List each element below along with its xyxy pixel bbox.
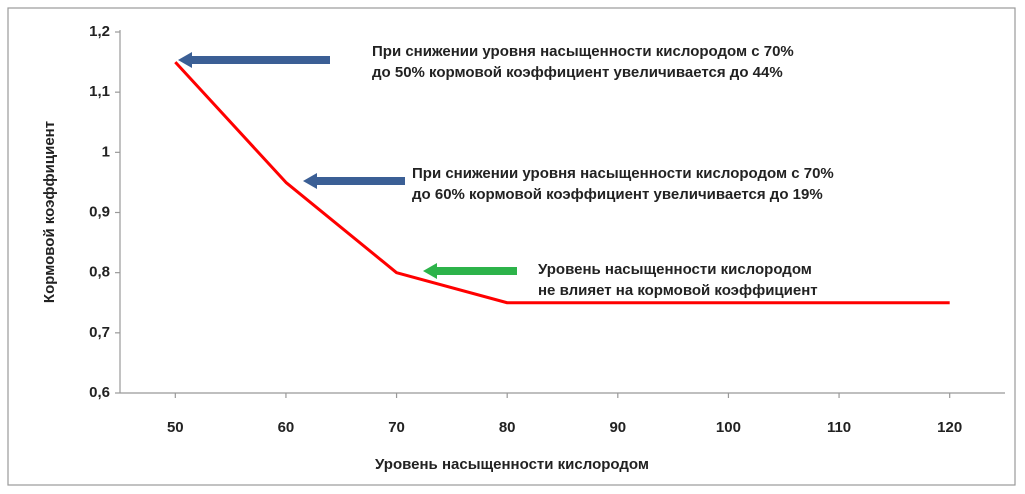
annotation-arrow-head — [423, 263, 437, 279]
x-tick-label: 110 — [827, 419, 851, 436]
y-tick-label: 1 — [102, 143, 110, 160]
annotation-text: При снижении уровня насыщенности кислоро… — [412, 165, 834, 182]
x-tick-label: 120 — [937, 419, 962, 436]
x-tick-label: 70 — [388, 419, 405, 436]
annotation-text: до 60% кормовой коэффициент увеличиваетс… — [412, 186, 823, 203]
annotation-arrow-head — [303, 173, 317, 189]
y-tick-label: 1,2 — [89, 23, 110, 40]
annotation-text: не влияет на кормовой коэффициент — [538, 282, 818, 299]
x-tick-label: 80 — [499, 419, 516, 436]
annotation-arrow-shaft — [190, 56, 330, 64]
y-tick-label: 0,7 — [89, 324, 110, 341]
y-tick-label: 0,9 — [89, 203, 110, 220]
annotation-text: Уровень насыщенности кислородом — [538, 261, 812, 278]
x-tick-label: 50 — [167, 419, 184, 436]
x-tick-label: 100 — [716, 419, 741, 436]
x-tick-label: 90 — [609, 419, 626, 436]
annotation-arrow-head — [178, 52, 192, 68]
x-tick-label: 60 — [278, 419, 295, 436]
annotation-arrow-shaft — [435, 267, 517, 275]
annotation-arrow-shaft — [315, 177, 405, 185]
y-axis-label: Кормовой коэффициент — [41, 121, 58, 303]
annotation-text: При снижении уровня насыщенности кислоро… — [372, 43, 794, 60]
annotation-text: до 50% кормовой коэффициент увеличиваетс… — [372, 64, 783, 81]
y-tick-label: 1,1 — [89, 83, 110, 100]
y-tick-label: 0,6 — [89, 384, 110, 401]
x-axis-label: Уровень насыщенности кислородом — [375, 456, 649, 473]
y-tick-label: 0,8 — [89, 264, 110, 281]
data-line — [174, 61, 950, 305]
chart-frame — [7, 7, 1016, 486]
